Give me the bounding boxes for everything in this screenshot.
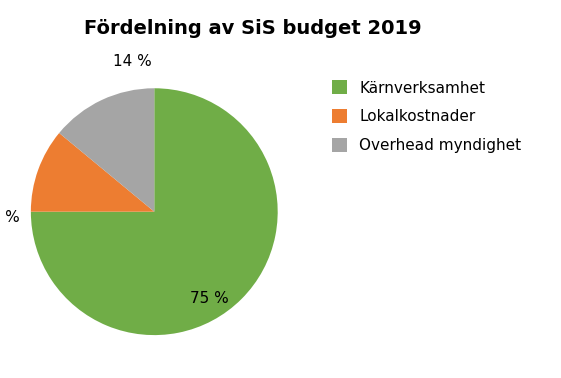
Legend: Kärnverksamhet, Lokalkostnader, Overhead myndighet: Kärnverksamhet, Lokalkostnader, Overhead… [332,81,521,153]
Text: 75 %: 75 % [190,291,229,305]
Wedge shape [31,133,154,212]
Wedge shape [59,88,154,212]
Text: 14 %: 14 % [113,54,151,69]
Wedge shape [31,88,278,335]
Text: 11 %: 11 % [0,210,20,225]
Text: Fördelning av SiS budget 2019: Fördelning av SiS budget 2019 [84,19,421,38]
